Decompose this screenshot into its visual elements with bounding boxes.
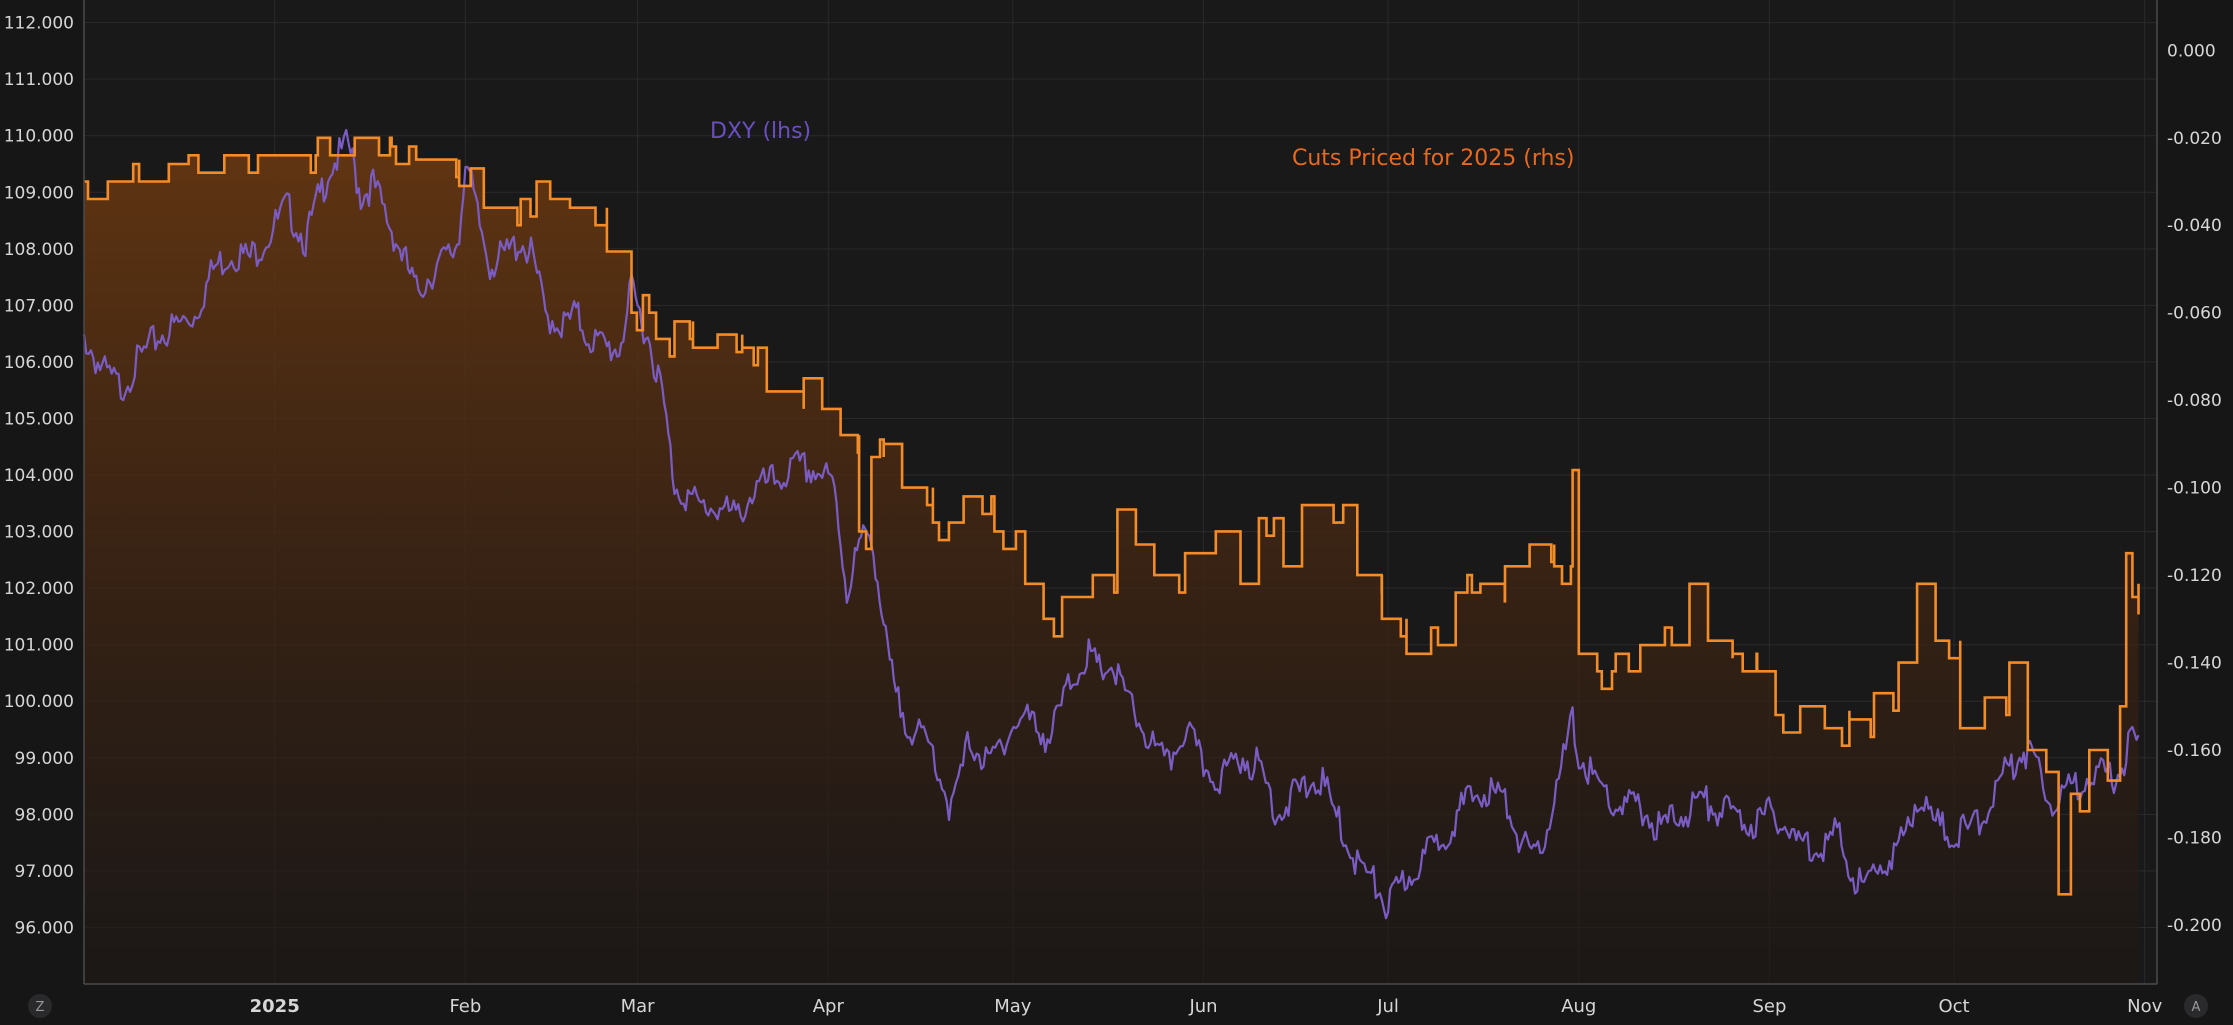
right-tick-label: -0.120 xyxy=(2167,566,2222,586)
right-tick-label: -0.020 xyxy=(2167,129,2222,149)
right-tick-label: -0.200 xyxy=(2167,916,2222,936)
x-tick-label: Feb xyxy=(449,996,481,1017)
dxy-series-label: DXY (lhs) xyxy=(710,119,811,144)
x-tick-label: Sep xyxy=(1752,996,1786,1017)
left-tick-label: 97.000 xyxy=(15,862,74,882)
left-tick-label: 112.000 xyxy=(4,14,74,34)
left-tick-label: 96.000 xyxy=(15,918,74,938)
x-tick-label: Apr xyxy=(813,996,845,1017)
right-tick-label: -0.160 xyxy=(2167,741,2222,761)
zoom-button-label[interactable]: Z xyxy=(36,1000,45,1015)
left-tick-label: 107.000 xyxy=(4,296,74,316)
right-tick-label: -0.180 xyxy=(2167,828,2222,848)
left-tick-label: 99.000 xyxy=(15,749,74,769)
auto-scale-button-label[interactable]: A xyxy=(2192,1000,2201,1015)
left-tick-label: 109.000 xyxy=(4,183,74,203)
auto-scale-button[interactable]: A xyxy=(2184,994,2208,1018)
x-axis-ticks: 2025 Feb Mar Apr May Jun Jul Aug Sep Oct Nov xyxy=(250,996,2163,1017)
left-tick-label: 98.000 xyxy=(15,805,74,825)
x-tick-label: Jun xyxy=(1188,996,1217,1017)
x-tick-label: Mar xyxy=(621,996,656,1017)
cuts-priced-line xyxy=(84,136,2140,896)
right-tick-label: -0.100 xyxy=(2167,479,2222,499)
left-tick-label: 105.000 xyxy=(4,409,74,429)
x-tick-label: Aug xyxy=(1561,996,1596,1017)
x-tick-label: 2025 xyxy=(250,996,300,1017)
left-tick-label: 101.000 xyxy=(4,636,74,656)
right-tick-label: -0.060 xyxy=(2167,304,2222,324)
cuts-series-label: Cuts Priced for 2025 (rhs) xyxy=(1292,146,1574,171)
right-tick-label: -0.140 xyxy=(2167,654,2222,674)
left-tick-label: 100.000 xyxy=(4,692,74,712)
dxy-line xyxy=(82,128,2140,920)
left-tick-label: 110.000 xyxy=(4,127,74,147)
x-tick-label: Nov xyxy=(2127,996,2162,1017)
left-tick-label: 102.000 xyxy=(4,579,74,599)
left-tick-label: 104.000 xyxy=(4,466,74,486)
series-layer xyxy=(82,128,2140,920)
left-tick-label: 111.000 xyxy=(4,70,74,90)
x-tick-label: Oct xyxy=(1938,996,1969,1017)
left-axis-ticks: 96.000 97.000 98.000 99.000 100.000 101.000 10… xyxy=(4,14,74,939)
left-tick-label: 106.000 xyxy=(4,353,74,373)
right-tick-label: -0.040 xyxy=(2167,216,2222,236)
area-fill-layer xyxy=(84,137,2139,985)
zoom-button[interactable]: Z xyxy=(28,994,52,1018)
left-tick-label: 103.000 xyxy=(4,523,74,543)
zoom-button-bg[interactable] xyxy=(28,994,52,1018)
axes xyxy=(83,0,2158,985)
right-tick-label: -0.080 xyxy=(2167,391,2222,411)
right-tick-label: 0.000 xyxy=(2167,41,2216,61)
left-tick-label: 108.000 xyxy=(4,240,74,260)
x-tick-label: May xyxy=(994,996,1032,1017)
auto-scale-button-bg[interactable] xyxy=(2184,994,2208,1018)
x-tick-label: Jul xyxy=(1376,996,1399,1017)
right-axis-ticks: 0.000 -0.020 -0.040 -0.060 -0.080 -0.100 -0.12… xyxy=(2167,41,2222,936)
cuts-area-fill xyxy=(84,137,2139,985)
